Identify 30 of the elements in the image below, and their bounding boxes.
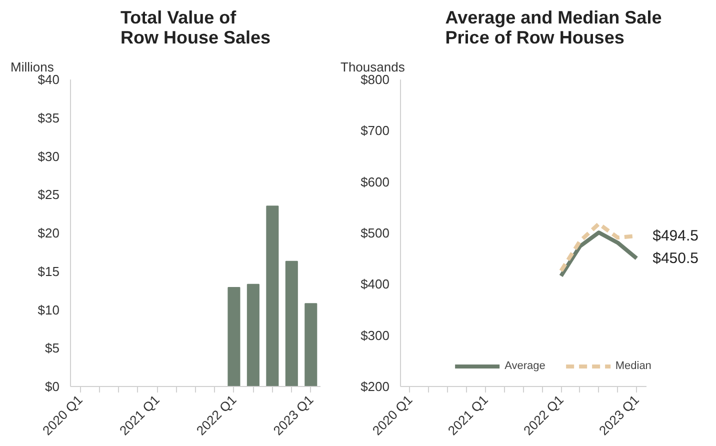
y-tick-label: $600: [360, 174, 390, 190]
y-tick-label: $40: [38, 72, 60, 87]
data-label: $450.5: [652, 250, 698, 267]
data-label: $494.5: [652, 227, 698, 244]
y-tick-label: $25: [38, 187, 60, 202]
y-tick-label: $700: [360, 123, 390, 138]
legend-label: Average: [504, 360, 546, 372]
bar: [246, 284, 260, 386]
y-tick-label: $5: [45, 340, 60, 356]
chart-title: Average and Median Sale Price of Row Houses: [445, 8, 662, 48]
y-axis-title: Thousands: [340, 60, 406, 74]
chart-title: Total Value of Row House Sales: [120, 8, 271, 48]
y-tick-label: $400: [360, 276, 390, 292]
bar: [228, 286, 240, 386]
y-tick-label: $35: [38, 110, 60, 126]
y-tick-label: $300: [360, 328, 390, 343]
legend-label: Median: [615, 360, 652, 372]
y-tick-label: $800: [360, 72, 390, 87]
y-tick-label: $200: [360, 379, 390, 394]
line-series: [559, 230, 639, 278]
y-tick-label: $20: [38, 226, 60, 240]
y-tick-label: $30: [38, 148, 60, 164]
bar: [304, 303, 318, 386]
bar: [285, 260, 298, 386]
y-axis-title: Millions: [10, 60, 54, 74]
y-tick-label: $0: [45, 379, 60, 394]
y-tick-label: $10: [38, 302, 60, 318]
y-tick-label: $15: [38, 264, 60, 279]
bar: [266, 206, 279, 386]
y-tick-label: $500: [360, 226, 390, 240]
